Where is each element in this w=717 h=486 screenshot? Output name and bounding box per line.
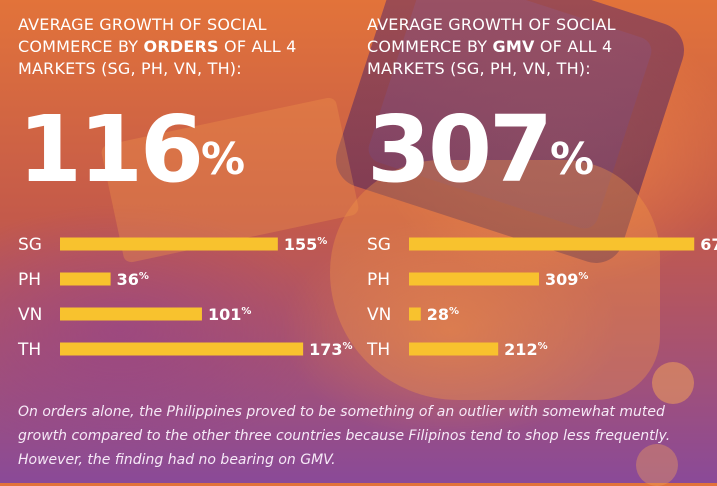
bar-th (60, 342, 304, 356)
category-label-vn: VN (367, 305, 391, 325)
caption-text: On orders alone, the Philippines proved … (18, 404, 671, 468)
category-label-sg: SG (18, 235, 42, 255)
jacket-button-decoration (636, 444, 678, 486)
value-label-sg: 155% (284, 235, 327, 254)
jacket-button-decoration (652, 362, 694, 404)
gmv-average-value: 307% (367, 100, 594, 200)
category-label-th: TH (17, 340, 41, 360)
gmv-heading-text: AVERAGE GROWTH OF SOCIAL COMMERCE BY (367, 15, 616, 56)
orders-average-unit: % (201, 134, 246, 185)
bar-sg (60, 237, 278, 251)
value-label-ph: 309% (545, 270, 588, 289)
value-label-vn: 28% (427, 305, 459, 324)
bar-ph (409, 272, 539, 286)
value-label-th: 212% (504, 340, 547, 359)
orders-average-value: 116% (18, 100, 245, 200)
orders-average-number: 116 (18, 96, 204, 203)
orders-heading-text: AVERAGE GROWTH OF SOCIAL COMMERCE BY (18, 15, 267, 56)
category-label-vn: VN (18, 305, 42, 325)
orders-heading: AVERAGE GROWTH OF SOCIAL COMMERCE BY ORD… (18, 14, 338, 80)
gmv-heading: AVERAGE GROWTH OF SOCIAL COMMERCE BY GMV… (367, 14, 687, 80)
category-label-ph: PH (367, 270, 390, 290)
category-label-sg: SG (367, 235, 391, 255)
value-label-sg: 678% (700, 235, 717, 254)
bar-sg (409, 237, 695, 251)
orders-bar-chart: SG 155% PH 36% VN 101% TH 173% (17, 235, 353, 360)
orders-heading-text-end: OF ALL 4 MARKETS (SG, PH, VN, TH): (18, 37, 297, 78)
value-label-th: 173% (309, 340, 352, 359)
gmv-average-unit: % (550, 134, 595, 185)
category-label-ph: PH (18, 270, 41, 290)
gmv-bar-chart: SG 678% PH 309% VN 28% TH 212% (366, 235, 717, 360)
orders-heading-bold: ORDERS (143, 37, 219, 56)
gmv-heading-text-end: OF ALL 4 MARKETS (SG, PH, VN, TH): (367, 37, 613, 78)
value-label-vn: 101% (208, 305, 251, 324)
category-label-th: TH (366, 340, 390, 360)
value-label-ph: 36% (117, 270, 149, 289)
bar-vn (60, 307, 202, 321)
gmv-average-number: 307 (367, 96, 553, 203)
gmv-heading-bold: GMV (492, 37, 535, 56)
bar-vn (409, 307, 421, 321)
bar-th (409, 342, 499, 356)
bar-ph (60, 272, 111, 286)
